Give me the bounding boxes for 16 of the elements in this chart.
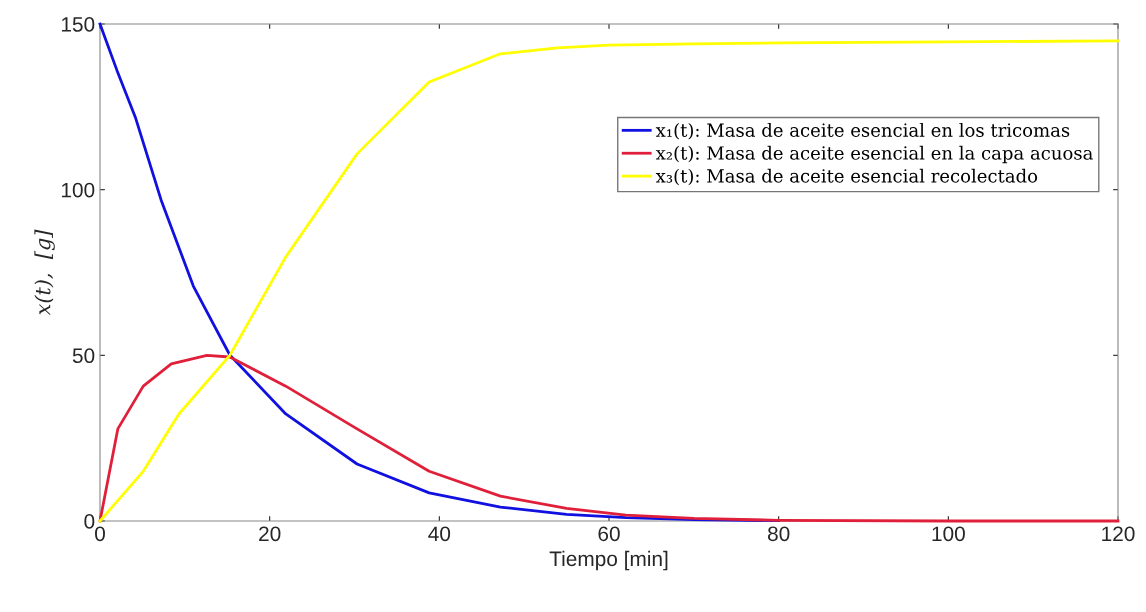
x-tick-label: 60 [598,526,620,542]
y-tick-label: 0 [84,514,95,529]
y-axis-title: x(t), [g] [34,229,55,316]
legend-label: x₁(t): Masa de aceite esencial en los tricomas [655,122,1070,140]
x-tick-label: 40 [428,526,451,542]
y-tick-label: 50 [72,348,95,364]
x-tick-label: 120 [1102,526,1135,542]
x-tick-label: 0 [95,526,105,542]
x-tick-label: 100 [932,526,965,542]
x-axis-title: Tiempo [min] [549,550,668,571]
y-tick-label: 150 [61,17,95,32]
x-tick-label: 80 [767,526,790,542]
legend-label: x₃(t): Masa de aceite esencial recolectado [655,168,1038,186]
y-tick-label: 100 [61,182,95,198]
legend-label: x₂(t): Masa de aceite esencial en la capa acuosa [655,145,1093,164]
x-tick-label: 20 [259,526,281,542]
